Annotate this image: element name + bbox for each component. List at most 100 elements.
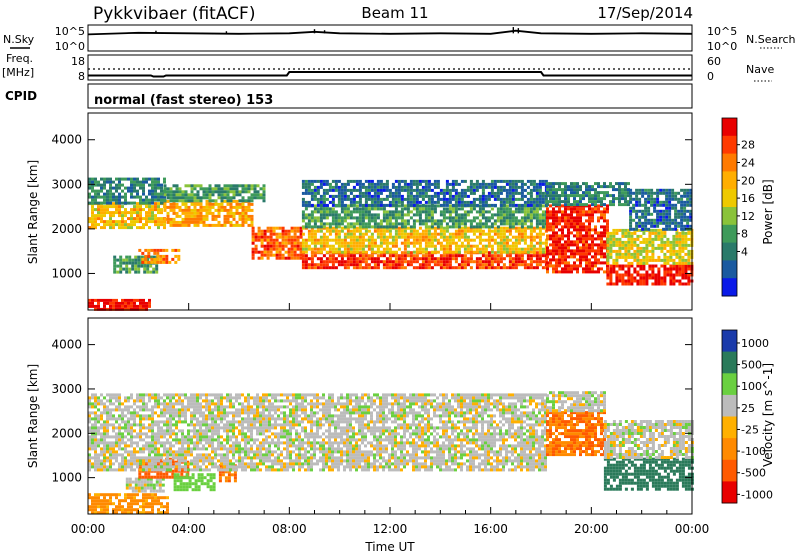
power-y-tick-label-0: 1000 (51, 266, 82, 280)
power-region-12 (546, 204, 609, 274)
power-region-8 (301, 251, 548, 270)
freq-right-bottom-tick: 0 (707, 70, 714, 83)
power-region-6 (163, 184, 266, 203)
freq-left-top-tick: 18 (71, 55, 85, 68)
power-y-tick-label-3: 4000 (51, 133, 82, 147)
date-title: 17/Sep/2014 (597, 4, 693, 22)
noise-left-top-tick: 10^5 (55, 25, 85, 38)
power-colorbar-tick-label-6: 4 (741, 246, 748, 259)
velocity-region-1 (125, 477, 165, 493)
power-region-10 (301, 204, 548, 229)
cpid-label: CPID (5, 89, 37, 103)
velocity-y-tick-label-1: 2000 (51, 426, 82, 440)
velocity-y-tick-label-0: 1000 (51, 471, 82, 485)
power-region-16 (629, 188, 693, 231)
n-sky-spikes (155, 27, 520, 34)
power-colorbar-swatch-1 (722, 135, 737, 155)
power-region-2 (88, 177, 166, 205)
velocity-region-3 (173, 473, 216, 492)
x-tick-label-4: 16:00 (473, 522, 508, 536)
noise-left-bottom-tick: 10^0 (55, 40, 85, 53)
velocity-colorbar-tick-label-2: 100 (741, 380, 762, 393)
x-tick-label-1: 04:00 (171, 522, 206, 536)
noise-panel: N.Sky 10^5 10^0 10^5 10^0 N.Search (3, 24, 796, 53)
x-tick-label-6: 00:00 (675, 522, 710, 536)
power-colorbar-swatch-6 (722, 224, 737, 244)
velocity-region-8 (603, 457, 694, 491)
power-colorbar-swatch-7 (722, 242, 737, 261)
nave-label: Nave (746, 63, 774, 76)
velocity-colorbar-tick-label-1: 500 (741, 359, 762, 372)
power-colorbar-swatch-0 (722, 118, 737, 137)
velocity-colorbar-tick-label-0: 1000 (741, 337, 769, 350)
power-region-4 (138, 248, 181, 264)
power-colorbar-tick-label-1: 24 (741, 157, 755, 170)
velocity-region-6 (546, 411, 606, 457)
velocity-colorbar-swatch-4 (722, 416, 737, 439)
velocity-colorbar-tick-label-5: -100 (741, 445, 766, 458)
power-colorbar-title: Power [dB] (761, 179, 775, 244)
power-y-tick-label-2: 3000 (51, 177, 82, 191)
velocity-y-axis-title: Slant Range [km] (26, 364, 40, 468)
velocity-panel: 1000 2000 3000 4000 Slant Range [km] (26, 317, 694, 515)
power-colorbar-swatch-9 (722, 278, 737, 297)
freq-right-top-tick: 60 (707, 55, 721, 68)
power-colorbar-tick-label-0: 28 (741, 139, 755, 152)
power-panel: 1000 2000 3000 4000 Slant Range [km] (26, 112, 694, 311)
x-tick-label-0: 00:00 (71, 522, 106, 536)
velocity-colorbar-tick-label-4: -25 (741, 423, 759, 436)
x-axis: 00:00 04:00 08:00 12:00 16:00 20:00 00:00 (71, 303, 710, 536)
cpid-panel: CPID normal (fast stereo) 153 (5, 83, 693, 109)
velocity-y-tick-label-3: 4000 (51, 338, 82, 352)
velocity-colorbar-swatch-1 (722, 351, 737, 374)
power-y-tick-label-1: 2000 (51, 222, 82, 236)
velocity-colorbar: 1000 500 100 25 -25 -100 -500 -1000 (721, 329, 773, 504)
n-sky-label: N.Sky (3, 33, 35, 46)
power-region-14 (606, 264, 694, 286)
freq-series (88, 71, 692, 78)
x-axis-title: Time UT (364, 540, 415, 554)
power-data (88, 177, 694, 311)
power-colorbar-tick-label-4: 12 (741, 210, 755, 223)
velocity-colorbar-tick-label-7: -1000 (741, 488, 773, 501)
n-search-label: N.Search (746, 33, 796, 46)
velocity-colorbar-swatch-2 (722, 373, 737, 396)
velocity-colorbar-swatch-0 (722, 330, 737, 353)
velocity-region-5 (88, 393, 547, 472)
velocity-colorbar-title: Velocity [m s^-1] (761, 363, 775, 467)
beam-title: Beam 11 (361, 4, 428, 22)
power-region-0 (88, 298, 151, 311)
n-sky-series (87, 29, 693, 36)
power-colorbar-tick-label-2: 20 (741, 174, 755, 187)
noise-right-bottom-tick: 10^0 (707, 40, 737, 53)
power-region-13 (546, 182, 630, 207)
velocity-region-0 (88, 493, 169, 515)
power-colorbar: 28 24 20 16 12 8 4 (721, 117, 755, 297)
velocity-data (88, 391, 694, 515)
power-region-11 (301, 179, 548, 207)
freq-left-bottom-tick: 8 (78, 70, 85, 83)
velocity-region-9 (603, 420, 694, 459)
power-region-15 (606, 228, 694, 265)
power-colorbar-swatch-8 (722, 260, 737, 279)
velocity-colorbar-swatch-5 (722, 438, 737, 461)
freq-label: Freq. (6, 52, 33, 65)
freq-unit-label: [MHz] (2, 66, 34, 79)
power-colorbar-tick-label-3: 16 (741, 192, 755, 205)
velocity-colorbar-swatch-3 (722, 394, 737, 417)
power-region-7 (251, 226, 303, 260)
power-colorbar-swatch-5 (722, 207, 737, 226)
velocity-colorbar-tick-label-6: -500 (741, 467, 766, 480)
power-colorbar-swatch-2 (722, 153, 737, 172)
station-title: Pykkvibaer (fitACF) (93, 4, 255, 24)
velocity-y-tick-label-2: 3000 (51, 382, 82, 396)
power-region-1 (88, 202, 166, 230)
power-colorbar-swatch-4 (722, 189, 737, 208)
noise-right-top-tick: 10^5 (707, 25, 737, 38)
velocity-region-7 (546, 391, 606, 413)
x-tick-label-3: 12:00 (373, 522, 408, 536)
freq-panel: Freq. [MHz] 18 8 60 0 Nave (2, 52, 774, 83)
power-region-5 (163, 199, 254, 227)
velocity-colorbar-swatch-6 (722, 459, 737, 482)
